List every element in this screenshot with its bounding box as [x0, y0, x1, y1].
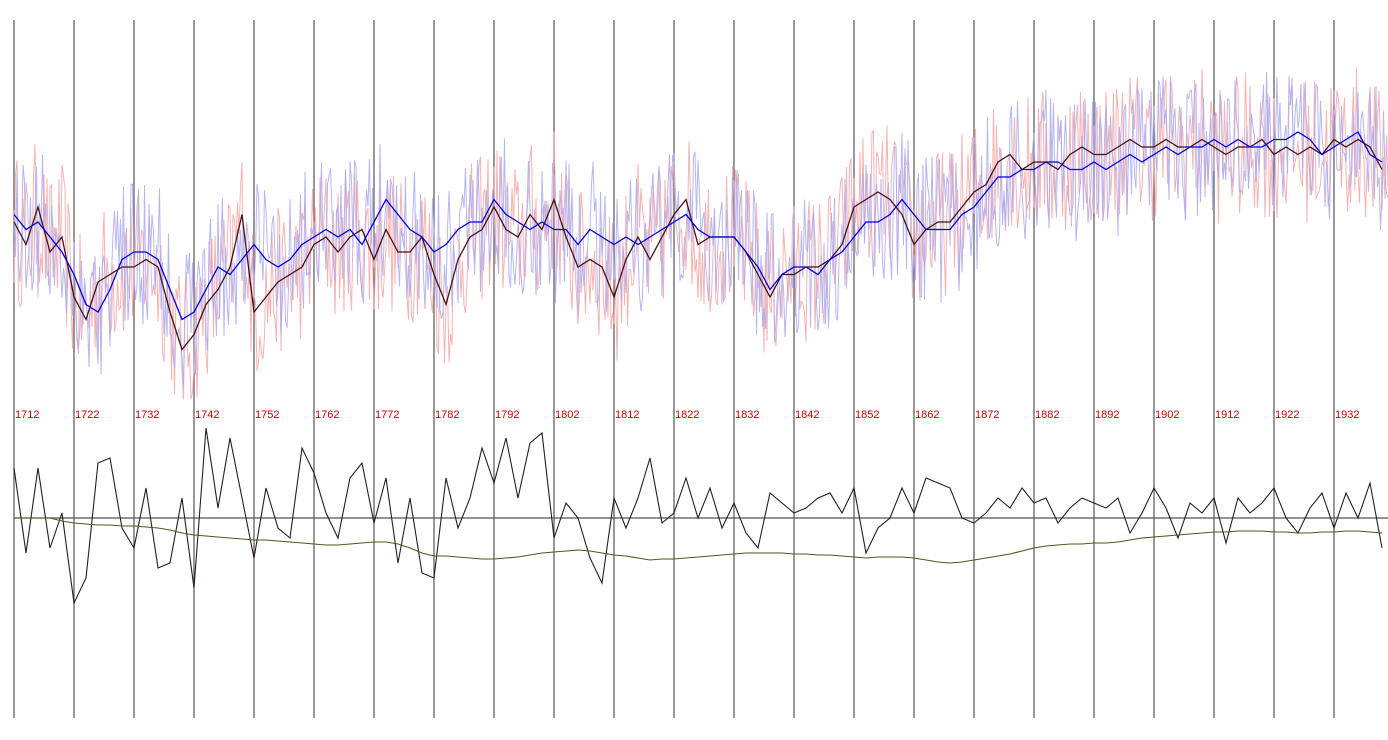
tick-label-1932: 1932 — [1335, 409, 1359, 421]
vertical-grid — [13, 20, 1335, 718]
tick-label-1862: 1862 — [915, 409, 939, 421]
tick-label-1742: 1742 — [195, 409, 219, 421]
tick-label-1882: 1882 — [1035, 409, 1059, 421]
raw-series — [13, 67, 1388, 400]
smoothed-series — [13, 131, 1383, 351]
tick-label-1752: 1752 — [255, 409, 279, 421]
tick-label-1912: 1912 — [1215, 409, 1239, 421]
year-tick-labels: 1712 1722 1732 1742 1752 1762 1772 1782 1792 1802… — [15, 409, 1359, 421]
tick-label-1902: 1902 — [1155, 409, 1179, 421]
tick-label-1792: 1792 — [495, 409, 519, 421]
tick-label-1762: 1762 — [315, 409, 339, 421]
raw-series-b — [13, 71, 1388, 385]
smoothed-series-b — [13, 131, 1383, 321]
tick-label-1842: 1842 — [795, 409, 819, 421]
tick-label-1832: 1832 — [735, 409, 759, 421]
tick-label-1722: 1722 — [75, 409, 99, 421]
tick-label-1872: 1872 — [975, 409, 999, 421]
tick-label-1802: 1802 — [555, 409, 579, 421]
smoothed-series-a — [13, 138, 1383, 351]
tick-label-1782: 1782 — [435, 409, 459, 421]
trend-line — [14, 517, 1383, 564]
tick-label-1732: 1732 — [135, 409, 159, 421]
tick-label-1892: 1892 — [1095, 409, 1119, 421]
anomaly-panel — [13, 427, 1388, 605]
anomaly-line — [13, 427, 1383, 605]
tick-label-1922: 1922 — [1275, 409, 1299, 421]
tick-label-1812: 1812 — [615, 409, 639, 421]
tick-label-1822: 1822 — [675, 409, 699, 421]
tick-label-1852: 1852 — [855, 409, 879, 421]
tick-label-1712: 1712 — [15, 409, 39, 421]
tick-label-1772: 1772 — [375, 409, 399, 421]
